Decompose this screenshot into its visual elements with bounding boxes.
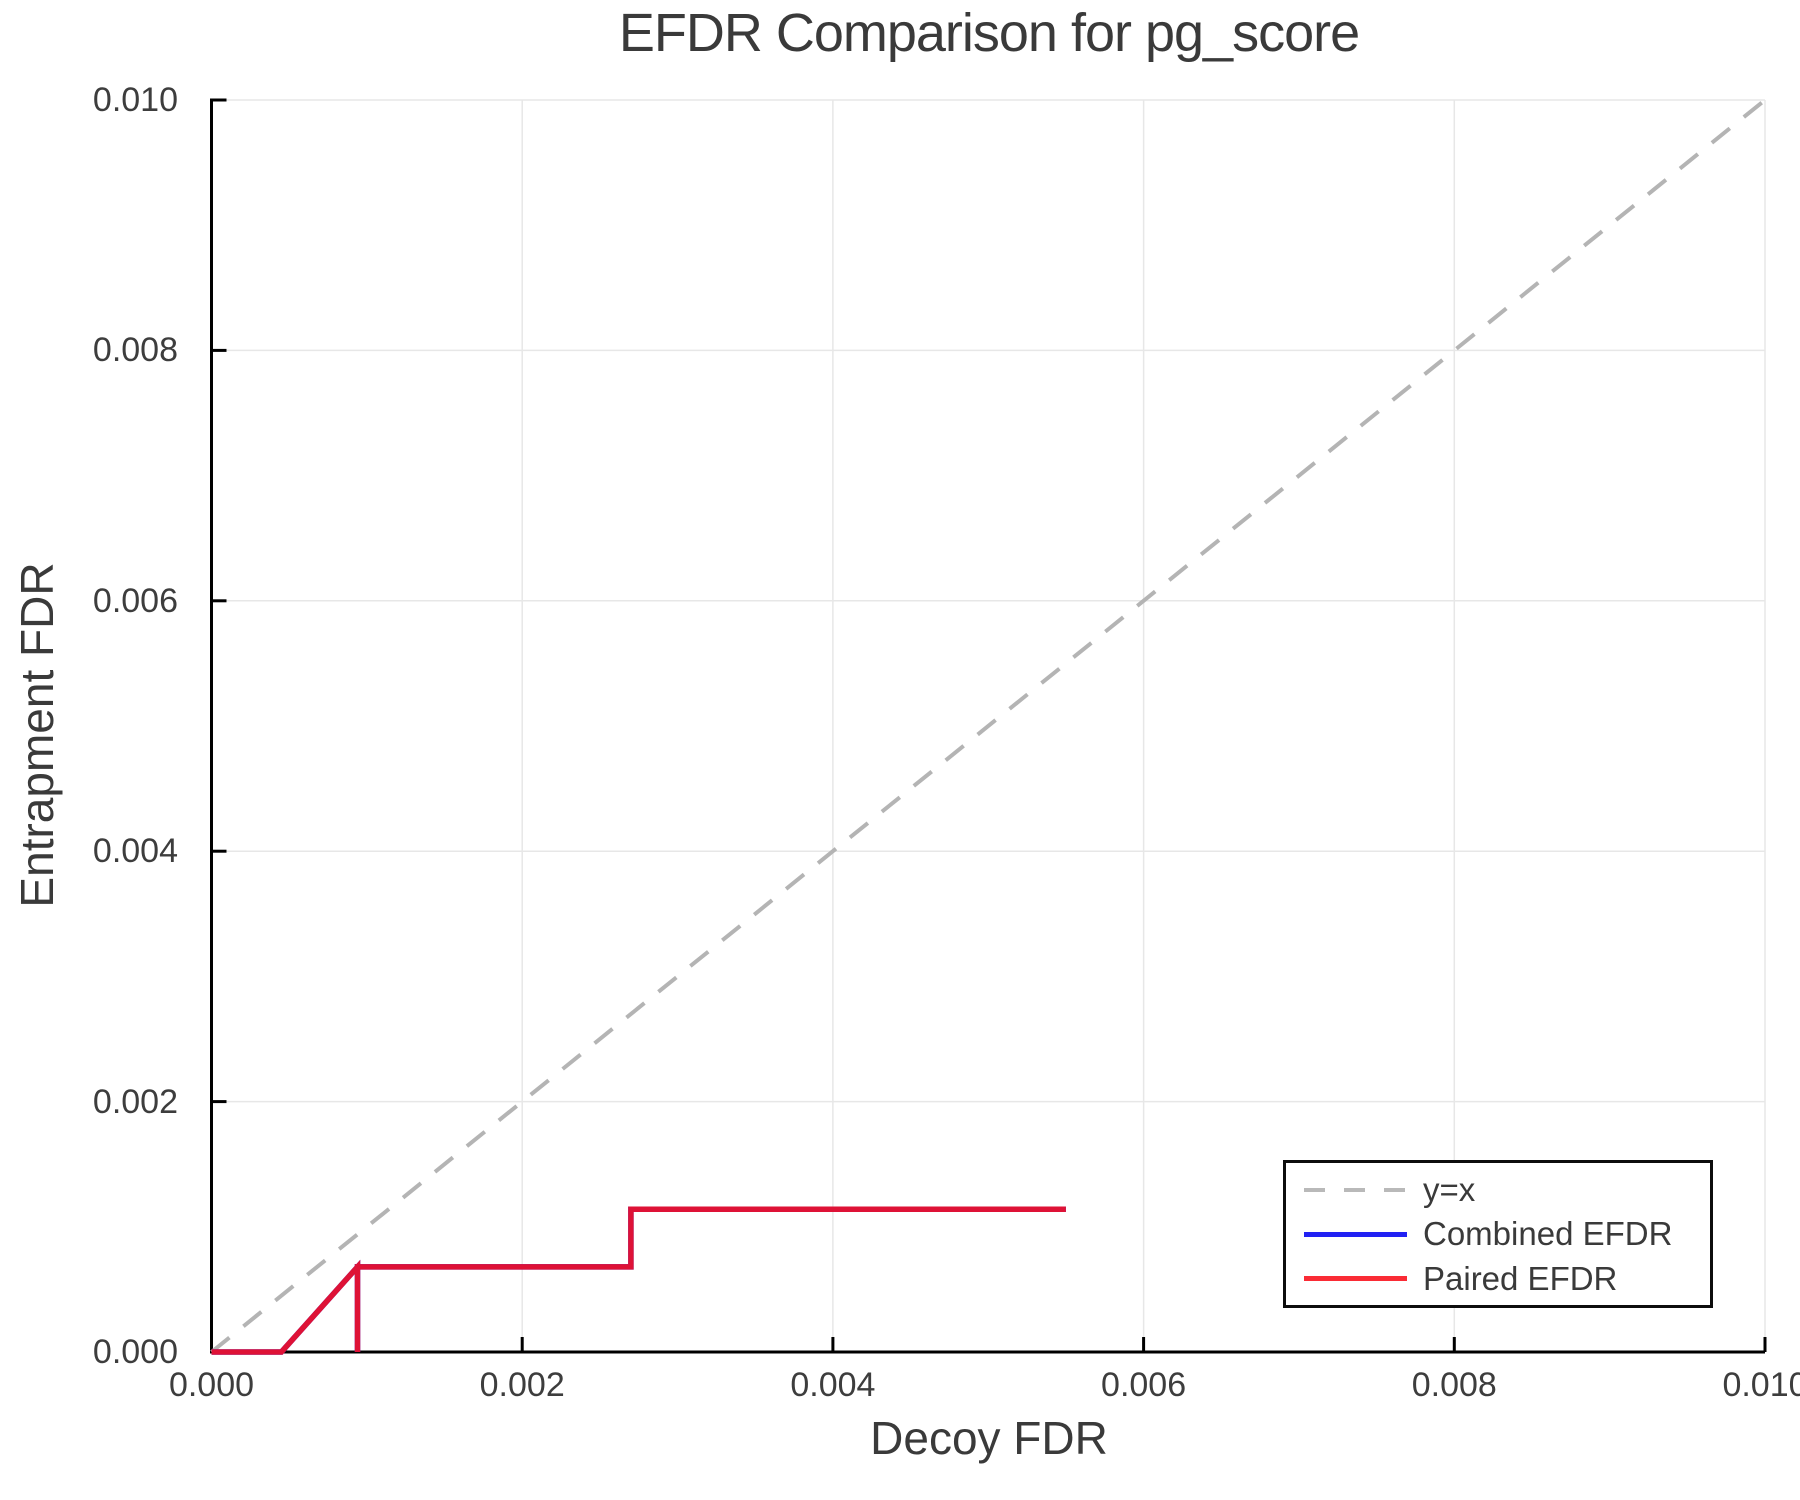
series-line-combined-efdr	[211, 1206, 1066, 1355]
legend-label-yx: y=x	[1423, 1170, 1476, 1208]
legend-label-paired-efdr: Paired EFDR	[1423, 1259, 1618, 1297]
legend-red-line-sample	[1304, 1276, 1407, 1281]
legend: y=x Combined EFDR Paired EFDR	[1283, 1160, 1713, 1308]
legend-row-paired-efdr: Paired EFDR	[1304, 1259, 1710, 1297]
x-axis-label: Decoy FDR	[870, 1412, 1108, 1464]
y-axis-label-text: Entrapment FDR	[11, 562, 63, 908]
series-line-y-x	[210, 98, 1767, 1354]
legend-row-combined-efdr: Combined EFDR	[1304, 1216, 1710, 1252]
series-line-paired-efdr	[211, 1206, 1066, 1355]
legend-dashed-line-sample	[1304, 1187, 1407, 1192]
legend-blue-line-sample	[1304, 1231, 1407, 1237]
chart-title: EFDR Comparison for pg_score	[618, 3, 1360, 63]
legend-row-yx: y=x	[1304, 1170, 1710, 1208]
legend-label-combined-efdr: Combined EFDR	[1423, 1215, 1673, 1252]
